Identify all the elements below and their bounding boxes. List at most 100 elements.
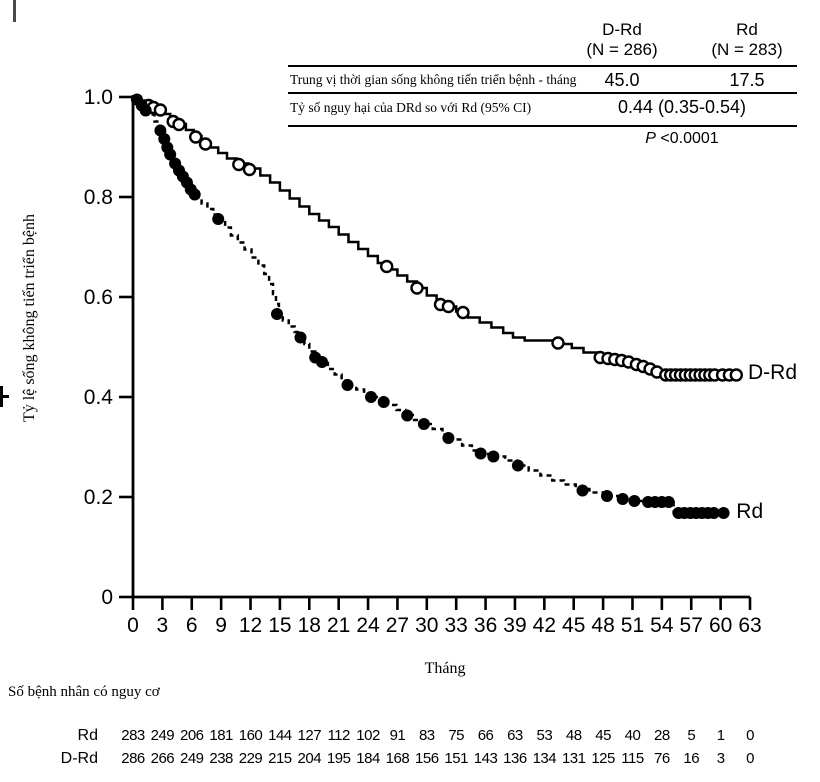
rd-censor-mark bbox=[442, 432, 455, 444]
d-rd-curve bbox=[133, 95, 739, 377]
x-tick-label: 60 bbox=[709, 614, 732, 637]
risk-count: 156 bbox=[415, 750, 439, 767]
hazard-ratio-label: Tỷ số nguy hại của DRd so với Rd (95% CI… bbox=[290, 100, 532, 115]
risk-count: 102 bbox=[356, 727, 380, 744]
x-tick-label: 18 bbox=[298, 614, 321, 637]
risk-count: 160 bbox=[238, 727, 263, 744]
hazard-ratio-value: 0.44 (0.35-0.54) bbox=[617, 97, 747, 117]
risk-count: 48 bbox=[565, 727, 582, 744]
risk-count: 1 bbox=[716, 727, 725, 744]
risk-count: 3 bbox=[716, 750, 725, 767]
risk-count: 40 bbox=[624, 727, 641, 744]
rd-censor-mark bbox=[294, 331, 307, 344]
scan-artifact-left-tick bbox=[0, 395, 9, 398]
d-rd-censor-mark bbox=[551, 336, 565, 350]
risk-count: 184 bbox=[356, 750, 380, 767]
risk-count: 53 bbox=[536, 727, 553, 744]
risk-count: 5 bbox=[687, 727, 696, 744]
column-header-rd: Rd (N = 283) bbox=[687, 20, 807, 60]
risk-count: 204 bbox=[297, 750, 322, 767]
risk-count: 229 bbox=[238, 750, 263, 767]
x-tick-label: 45 bbox=[562, 614, 585, 637]
d-rd-censor-mark bbox=[380, 259, 394, 274]
x-tick-label: 33 bbox=[445, 614, 468, 637]
x-tick-label: 42 bbox=[533, 614, 556, 637]
risk-table-title: Số bệnh nhân có nguy cơ bbox=[8, 684, 160, 700]
x-tick-label: 27 bbox=[386, 614, 409, 637]
y-tick-label: 0.6 bbox=[84, 286, 113, 309]
risk-count: 28 bbox=[654, 727, 670, 744]
d-rd-censor-mark bbox=[242, 162, 257, 177]
x-axis-title: Tháng bbox=[424, 660, 466, 677]
x-tick-label: 9 bbox=[215, 614, 227, 637]
rd-censor-mark bbox=[707, 507, 720, 519]
x-tick-label: 3 bbox=[157, 614, 169, 637]
risk-row-label-rd: Rd bbox=[77, 727, 98, 744]
drd-header-n: (N = 286) bbox=[586, 40, 658, 59]
d-rd-curve-label: D-Rd bbox=[748, 361, 797, 384]
risk-count: 131 bbox=[561, 750, 586, 767]
risk-count: 83 bbox=[418, 727, 435, 744]
risk-row-label-drd: D-Rd bbox=[60, 750, 98, 767]
p-value: P <0.0001 bbox=[557, 130, 807, 148]
rd-curve-label: Rd bbox=[736, 500, 763, 523]
risk-count: 151 bbox=[444, 750, 468, 767]
risk-count: 249 bbox=[150, 727, 175, 744]
rd-header-name: Rd bbox=[736, 20, 758, 39]
rd-censor-mark bbox=[601, 490, 613, 502]
risk-count: 168 bbox=[385, 750, 410, 767]
x-tick-label: 54 bbox=[650, 614, 674, 637]
risk-count: 115 bbox=[621, 750, 644, 767]
y-tick-label: 0.2 bbox=[84, 486, 113, 509]
risk-count: 91 bbox=[389, 727, 406, 744]
d-rd-censor-mark bbox=[232, 157, 246, 172]
x-tick-label: 21 bbox=[327, 614, 350, 637]
x-tick-label: 39 bbox=[503, 614, 526, 637]
median-pfs-drd-value: 45.0 bbox=[604, 70, 640, 90]
risk-count: 63 bbox=[507, 727, 523, 744]
rd-censor-mark bbox=[628, 495, 641, 507]
d-rd-censor-mark bbox=[441, 299, 456, 314]
risk-count: 66 bbox=[477, 727, 494, 744]
risk-count: 286 bbox=[121, 750, 145, 767]
risk-count: 266 bbox=[150, 750, 175, 767]
rd-censor-mark bbox=[474, 447, 487, 460]
d-rd-censor-mark bbox=[410, 281, 424, 295]
rd-censor-mark bbox=[365, 391, 377, 403]
rd-curve bbox=[133, 95, 726, 515]
x-tick-label: 30 bbox=[415, 614, 438, 637]
y-tick-label: 0.8 bbox=[84, 186, 113, 209]
risk-count: 16 bbox=[683, 750, 700, 767]
risk-count: 144 bbox=[268, 727, 292, 744]
risk-count: 249 bbox=[179, 750, 204, 767]
risk-count: 134 bbox=[532, 750, 557, 767]
risk-count: 125 bbox=[591, 750, 615, 767]
rd-censor-mark bbox=[212, 213, 225, 225]
risk-count: 45 bbox=[595, 727, 611, 744]
risk-count: 206 bbox=[179, 727, 204, 744]
rd-censor-mark bbox=[487, 450, 500, 463]
rd-censor-mark bbox=[341, 379, 354, 391]
rd-censor-mark bbox=[164, 148, 177, 161]
rd-censor-mark bbox=[616, 493, 629, 505]
x-tick-label: 0 bbox=[127, 614, 139, 637]
column-header-drd: D-Rd (N = 286) bbox=[557, 20, 687, 60]
table-rule-2 bbox=[288, 92, 797, 94]
rd-censor-mark bbox=[417, 418, 430, 430]
risk-count: 195 bbox=[326, 750, 351, 767]
d-rd-censor-mark bbox=[729, 368, 743, 382]
risk-count: 0 bbox=[746, 727, 754, 744]
x-tick-label: 24 bbox=[356, 614, 380, 637]
risk-count: 136 bbox=[503, 750, 527, 767]
x-tick-label: 36 bbox=[474, 614, 497, 637]
risk-count: 238 bbox=[209, 750, 233, 767]
rd-censor-mark bbox=[139, 104, 152, 117]
risk-count: 76 bbox=[654, 750, 670, 767]
rd-censor-mark bbox=[717, 507, 730, 519]
scan-artifact-top-line bbox=[13, 0, 16, 22]
d-rd-censor-mark bbox=[153, 103, 168, 117]
median-pfs-rd-value: 17.5 bbox=[729, 70, 765, 90]
rd-censor-mark bbox=[271, 308, 283, 320]
